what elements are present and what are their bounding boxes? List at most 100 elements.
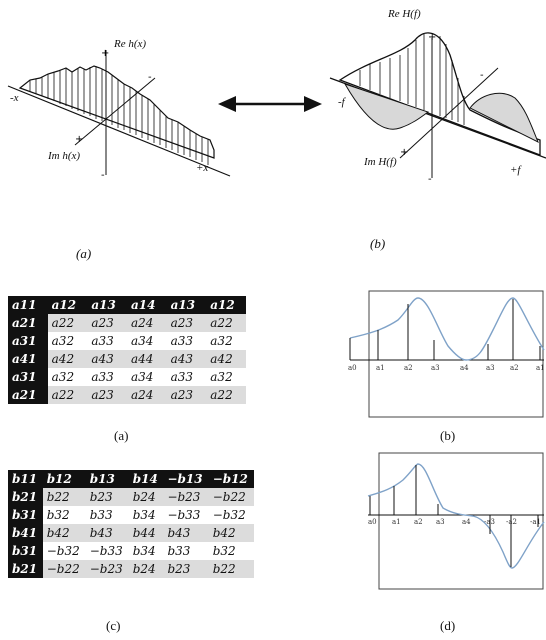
matrix-cell: a24 xyxy=(126,314,167,332)
matrix-row: b31 b32 b33 b34 −b33 −b32 xyxy=(8,506,254,524)
matrix-cell: a42 xyxy=(206,350,246,368)
plot-b-stems xyxy=(349,299,541,360)
hx-neg-axis-label: -x xyxy=(10,92,19,104)
matrix-cell: b22 xyxy=(208,560,254,578)
matrix-cell: b12 xyxy=(42,470,86,488)
hx-im-axis xyxy=(74,77,156,146)
matrix-cell: b34 xyxy=(128,542,164,560)
top-caption-a: (a) xyxy=(76,246,92,261)
matrix-cell: a33 xyxy=(166,368,207,386)
Hf-im-axis xyxy=(399,67,499,159)
matrix-cell: −b12 xyxy=(208,470,254,488)
plot-b-tick: a3 xyxy=(431,364,440,372)
matrix-cell: −b32 xyxy=(42,542,86,560)
matrix-a-caption: (a) xyxy=(114,428,129,443)
plot-d-tick: -a1 xyxy=(530,518,541,526)
matrix-cell: a33 xyxy=(87,332,127,350)
hx-real-curve xyxy=(18,65,215,159)
matrix-cell: a24 xyxy=(126,386,167,404)
matrix-row: a31 a32 a33 a34 a33 a32 xyxy=(8,332,246,350)
plot-b: a0 a1 a2 a3 a4 a3 a2 a1 xyxy=(348,290,545,418)
matrix-cell: b31 xyxy=(8,542,43,560)
plot-b-tick: a2 xyxy=(404,364,413,372)
matrix-b-caption: (c) xyxy=(106,618,121,633)
plot-d-tick: a4 xyxy=(462,518,471,526)
Hf-real-curve xyxy=(338,32,541,156)
matrix-cell: b41 xyxy=(8,524,43,542)
matrix-row: b11 b12 b13 b14 −b13 −b12 xyxy=(8,470,254,488)
matrix-cell: a22 xyxy=(47,386,88,404)
plot-b-tick: a2 xyxy=(510,364,519,372)
matrix-cell: b44 xyxy=(128,524,164,542)
matrix-cell: a12 xyxy=(47,296,88,314)
matrix-cell: a22 xyxy=(206,386,246,404)
matrix-cell: a32 xyxy=(47,368,88,386)
matrix-row: a31 a32 a33 a34 a33 a32 xyxy=(8,368,246,386)
matrix-cell: a33 xyxy=(87,368,127,386)
Hf-imag-lobe-right xyxy=(469,92,539,144)
Hf-pos-axis-label: +f xyxy=(510,164,521,176)
matrix-cell: a43 xyxy=(87,350,127,368)
matrix-cell: −b22 xyxy=(208,488,254,506)
matrix-cell: b21 xyxy=(8,560,43,578)
plot-b-tick: a4 xyxy=(460,364,469,372)
Hf-im-label: Im H(f) xyxy=(364,156,397,168)
matrix-cell: a22 xyxy=(47,314,88,332)
matrix-cell: b42 xyxy=(208,524,254,542)
matrix-cell: b23 xyxy=(163,560,209,578)
hx-re-label: Re h(x) xyxy=(114,38,147,50)
plot-d: a0 a1 a2 a3 a4 -a3 -a2 -a1 xyxy=(367,452,545,590)
matrix-row: a21 a22 a23 a24 a23 a22 xyxy=(8,314,246,332)
plot-d-frame xyxy=(378,452,544,590)
plot-b-caption: (b) xyxy=(440,428,456,443)
matrix-cell: b33 xyxy=(163,542,209,560)
matrix-a: a11 a12 a13 a14 a13 a12 a21 a22 a23 a24 a23 a22 a31 a… xyxy=(8,296,246,404)
plot-d-tick: -a3 xyxy=(484,518,495,526)
matrix-cell: a11 xyxy=(8,296,48,314)
matrix-cell: a21 xyxy=(8,314,48,332)
matrix-cell: a33 xyxy=(166,332,207,350)
matrix-cell: b11 xyxy=(8,470,43,488)
matrix-cell: a13 xyxy=(166,296,207,314)
hx-minus-mark: - xyxy=(101,170,105,181)
matrix-cell: b14 xyxy=(128,470,164,488)
hx-hatching xyxy=(29,66,209,165)
matrix-row: b21 −b22 −b23 b24 b23 b22 xyxy=(8,560,254,578)
top-caption-b: (b) xyxy=(370,236,386,251)
matrix-cell: −b13 xyxy=(163,470,209,488)
Hf-minus-mark: - xyxy=(428,174,432,185)
plot-b-tick-labels: a0 a1 a2 a3 a4 a3 a2 a1 xyxy=(348,364,545,372)
matrix-cell: a32 xyxy=(206,332,246,350)
matrix-row: a21 a22 a23 a24 a23 a22 xyxy=(8,386,246,404)
hx-plus-mark: + xyxy=(101,48,109,59)
hx-im-label: Im h(x) xyxy=(48,150,81,162)
matrix-b: b11 b12 b13 b14 −b13 −b12 b21 b22 b23 b24 −b23 −b22… xyxy=(8,470,254,578)
matrix-cell: a34 xyxy=(126,332,167,350)
plot-b-tick: a3 xyxy=(486,364,495,372)
matrix-cell: a23 xyxy=(87,386,127,404)
matrix-cell: a42 xyxy=(47,350,88,368)
matrix-cell: a13 xyxy=(87,296,127,314)
plot-d-tick: a0 xyxy=(368,518,377,526)
matrix-cell: a12 xyxy=(206,296,246,314)
matrix-cell: b42 xyxy=(42,524,86,542)
Hf-re-label: Re H(f) xyxy=(388,8,421,20)
matrix-cell: a21 xyxy=(8,386,48,404)
matrix-cell: b33 xyxy=(85,506,129,524)
matrix-cell: a31 xyxy=(8,332,48,350)
matrix-cell: a23 xyxy=(166,314,207,332)
matrix-cell: b24 xyxy=(128,560,164,578)
matrix-cell: b31 xyxy=(8,506,43,524)
hx-pos-axis-label: +x xyxy=(196,162,209,174)
matrix-cell: b23 xyxy=(85,488,129,506)
plot-d-caption: (d) xyxy=(440,618,456,633)
matrix-cell: a31 xyxy=(8,368,48,386)
matrix-cell: −b23 xyxy=(163,488,209,506)
matrix-cell: a23 xyxy=(166,386,207,404)
plot-d-tick: a3 xyxy=(436,518,445,526)
matrix-cell: −b23 xyxy=(85,560,129,578)
matrix-cell: −b32 xyxy=(208,506,254,524)
matrix-cell: a22 xyxy=(206,314,246,332)
